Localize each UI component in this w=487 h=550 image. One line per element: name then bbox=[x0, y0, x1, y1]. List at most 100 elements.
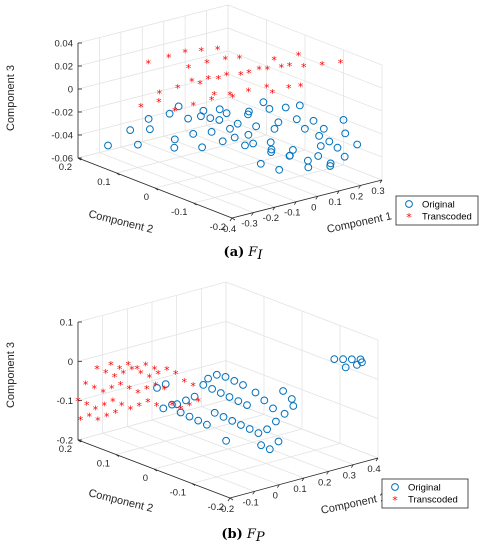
panel-b-transcoded-point: * bbox=[95, 414, 101, 427]
panel-b-original-point bbox=[228, 417, 237, 425]
panel-a-grid-line bbox=[227, 50, 383, 112]
panel-a-ylabel: Component 2 bbox=[87, 208, 154, 236]
panel-b-caption-letter: (b) bbox=[221, 527, 242, 542]
panel-b-transcoded-point: * bbox=[134, 363, 140, 376]
panel-b-transcoded-point: * bbox=[190, 380, 196, 393]
panel-a-transcoded-point: * bbox=[246, 67, 252, 80]
panel-b-transcoded-point: * bbox=[153, 379, 159, 392]
panel-b-transcoded-point: * bbox=[117, 363, 123, 376]
panel-b-original-point bbox=[208, 385, 217, 393]
panel-b-original-point bbox=[279, 387, 288, 395]
panel-b-legend-transcoded-label: Transcoded bbox=[408, 495, 458, 506]
panel-b-transcoded-point: * bbox=[187, 399, 193, 412]
panel-a-grid-line bbox=[77, 119, 229, 159]
panel-b-original-point bbox=[239, 381, 247, 389]
panel-b-original-point bbox=[212, 370, 221, 379]
panel-a-original-point bbox=[146, 125, 154, 134]
panel-a-transcoded-point: * bbox=[215, 44, 221, 57]
panel-b-transcoded-point: * bbox=[83, 378, 89, 391]
panel-b-original-point bbox=[274, 437, 283, 446]
panel-a-original-point bbox=[165, 109, 174, 118]
panel-b-original-point bbox=[159, 404, 168, 413]
panel-a-legend: Original * Transcoded bbox=[395, 195, 479, 226]
panel-b-x-tick-label: 0.4 bbox=[367, 464, 380, 475]
panel-b-original-point bbox=[234, 397, 243, 406]
panel-a-original-point bbox=[218, 137, 227, 146]
panel-a-original-point bbox=[301, 124, 309, 133]
panel-a-transcoded-point: * bbox=[145, 58, 151, 71]
panel-a-original-point bbox=[207, 128, 216, 136]
panel-b-original-point bbox=[230, 377, 239, 385]
panel-a-grid-line bbox=[227, 119, 383, 181]
panel-b-transcoded-point: * bbox=[173, 368, 179, 381]
panel-b-x-tick bbox=[301, 477, 305, 482]
panel-a-transcoded-point: * bbox=[301, 61, 307, 74]
panel-a-original-point bbox=[199, 106, 208, 115]
panel-b-transcoded-point: * bbox=[129, 364, 135, 377]
panel-b-original-point bbox=[225, 393, 234, 401]
panel-b-transcoded-point: * bbox=[103, 367, 109, 380]
panel-b-transcoded-point: * bbox=[78, 414, 84, 427]
panel-a-x-tick bbox=[379, 179, 383, 184]
panel-a-x-tick bbox=[251, 212, 254, 216]
panel-b-grid-line bbox=[77, 320, 227, 362]
panel-b-original-point bbox=[216, 389, 225, 397]
panel-b-original-point bbox=[161, 380, 170, 389]
panel-b-y-tick-label: 0.2 bbox=[59, 444, 72, 455]
panel-b-original-point bbox=[194, 416, 203, 425]
panel-b-caption-symbol: F bbox=[246, 527, 257, 542]
panel-a-x-tick bbox=[315, 196, 319, 200]
panel-a-y-tick bbox=[231, 217, 236, 221]
panel-a-original-point bbox=[275, 165, 284, 174]
panel-b-transcoded-point: * bbox=[92, 383, 98, 396]
panel-b-transcoded-point: * bbox=[154, 400, 160, 413]
panel-b-original-point bbox=[251, 388, 260, 397]
panel-a-original-point bbox=[339, 116, 348, 124]
panel-b-transcoded-point: * bbox=[169, 399, 175, 412]
panel-a-x-tick bbox=[293, 201, 297, 205]
panel-a-original-point bbox=[292, 115, 301, 124]
panel-b-original-point bbox=[204, 374, 213, 383]
panel-a-original-point bbox=[256, 159, 265, 168]
panel-a-original-point bbox=[222, 109, 231, 118]
panel-a-transcoded-point: * bbox=[338, 57, 344, 70]
panel-b-transcoded-point: * bbox=[195, 396, 201, 409]
panel-b-original-point bbox=[245, 425, 254, 433]
panel-a-y-tick bbox=[193, 202, 197, 206]
panel-a-transcoded-point: * bbox=[279, 62, 285, 75]
panel-a-transcoded-point: * bbox=[166, 52, 172, 65]
panel-a-caption-symbol: F bbox=[247, 245, 258, 260]
panel-b-legend-original-label: Original bbox=[408, 483, 441, 494]
panel-a-transcoded-point: * bbox=[230, 91, 236, 104]
panel-a-original-point bbox=[309, 116, 318, 125]
panel-b-chart: -0.2-0.100.10.20.30.4-0.2-0.100.10.2-0.2… bbox=[5, 281, 469, 517]
panel-a-grid-line bbox=[77, 4, 229, 44]
panel-b-original-point bbox=[341, 363, 350, 372]
panel-b-grid-line bbox=[225, 281, 379, 341]
panel-b-transcoded-point: * bbox=[155, 368, 161, 381]
panel-a-transcoded-point: * bbox=[157, 88, 163, 101]
panel-b-original-point bbox=[219, 413, 228, 421]
panel-a-original-point bbox=[215, 116, 224, 124]
panel-b-x-tick bbox=[252, 491, 255, 495]
panel-a-original-point bbox=[174, 102, 183, 111]
panel-a-x-tick-label: -0.4 bbox=[220, 224, 236, 235]
panel-b-original-point bbox=[269, 404, 277, 413]
panel-a-transcoded-point: * bbox=[182, 47, 188, 60]
panel-a-grid-line bbox=[77, 50, 229, 90]
panel-a-original-point bbox=[241, 141, 249, 150]
panel-b-grid-line bbox=[77, 281, 227, 323]
panel-a-transcoded-point: * bbox=[138, 101, 144, 114]
panel-b-x-tick bbox=[277, 484, 280, 488]
panel-a-x-tick bbox=[272, 206, 276, 211]
panel-a-original-point bbox=[325, 137, 334, 146]
panel-b-original-point bbox=[289, 402, 298, 410]
panel-a-transcoded-point: * bbox=[237, 53, 243, 66]
panel-b-original-point bbox=[176, 408, 185, 417]
panel-a-grid-line bbox=[193, 164, 344, 204]
panel-a-original-point bbox=[252, 122, 261, 131]
panel-a-original-point bbox=[326, 159, 335, 168]
panel-a-z-tick-label: -0.06 bbox=[51, 154, 73, 165]
panel-b-original-point bbox=[185, 412, 194, 421]
